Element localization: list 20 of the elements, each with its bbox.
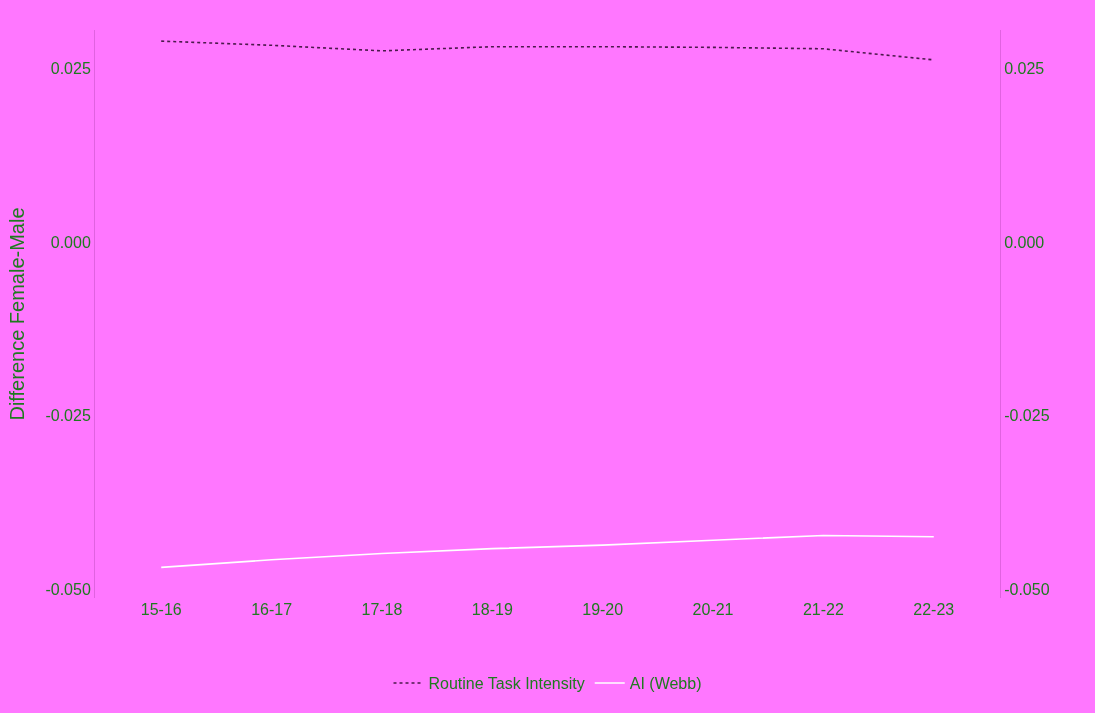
y-tick-label: -0.050 [45,581,91,599]
legend-label: AI (Webb) [629,675,702,693]
line-series [160,534,935,569]
x-tick-label: 18-19 [471,601,513,618]
y-axis-title: Difference Female-Male [5,207,28,421]
x-tick-label: 22-23 [913,601,955,618]
y2-tick-label: 0.000 [1004,233,1045,251]
x-tick-label: 16-17 [251,601,293,618]
x-tick-label: 20-21 [692,601,734,618]
y2-tick-label: -0.025 [1004,407,1050,425]
legend-label: Routine Task Intensity [428,675,585,693]
y-tick-label: -0.025 [45,407,91,425]
x-tick-label: 17-18 [361,601,403,618]
y2-tick-label: 0.025 [1004,59,1045,77]
y-tick-label: 0.025 [50,59,91,77]
x-tick-label: 19-20 [582,601,624,618]
y-tick-label: 0.000 [50,233,91,251]
x-tick-label: 21-22 [802,601,844,618]
x-tick-label: 15-16 [140,601,182,618]
y2-tick-label: -0.050 [1004,581,1050,599]
